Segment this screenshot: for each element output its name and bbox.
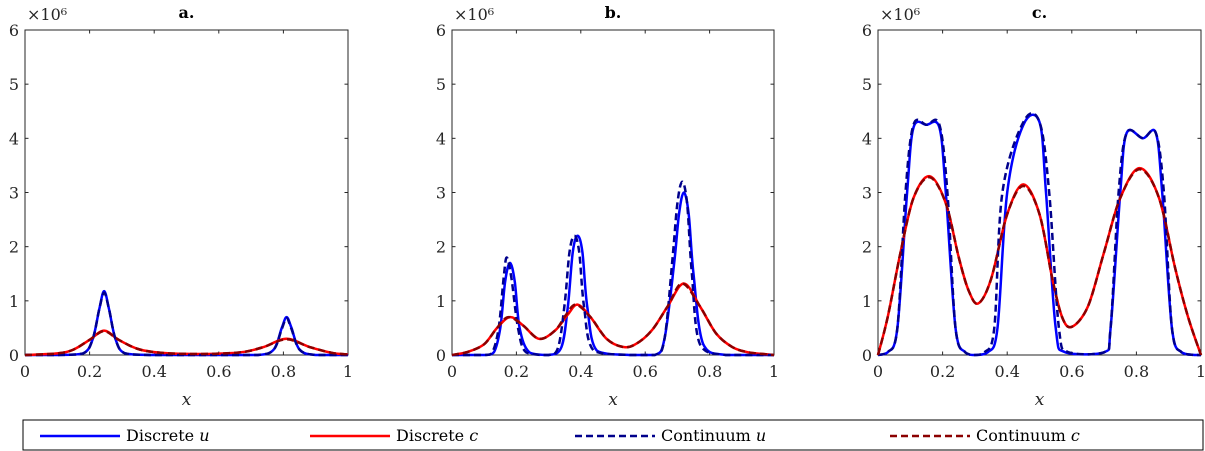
x-tick-label: 0.4 (994, 362, 1019, 381)
x-tick-label: 0 (447, 362, 457, 381)
y-tick-label: 0 (9, 346, 19, 365)
series-line-continuum-c (876, 167, 1203, 356)
legend-item: Continuum u (575, 426, 766, 445)
y-exponent-label: ×10⁶ (27, 5, 67, 24)
y-tick-label: 1 (9, 292, 19, 311)
y-tick-label: 5 (862, 75, 872, 94)
panel-3: 0 0.2 0.4 0.6 0.8 1 0 1 2 3 4 5 6 ×10⁶ c. x (862, 3, 1205, 410)
y-tick-label: 3 (436, 184, 446, 203)
legend-label: Continuum u (661, 426, 766, 445)
series-line-continuum-u (877, 112, 1201, 357)
series-line-continuum-c (451, 282, 775, 357)
x-tick-label: 0.8 (271, 362, 296, 381)
x-tick-label: 0.2 (77, 362, 102, 381)
y-tick-label: 4 (436, 129, 446, 148)
y-tick-label: 3 (9, 184, 19, 203)
x-tick-label: 0.2 (504, 362, 529, 381)
x-tick-label: 0.8 (697, 362, 722, 381)
panel-1: 0 0.2 0.4 0.6 0.8 1 0 1 2 3 4 5 6 ×10⁶ a. x (9, 3, 353, 410)
y-tick-label: 4 (9, 129, 19, 148)
y-tick-label: 0 (862, 346, 872, 365)
legend-label: Discrete c (396, 426, 478, 445)
y-tick-label: 3 (862, 184, 872, 203)
x-axis-label: x (182, 390, 192, 410)
series-line-continuum-c (24, 329, 349, 357)
y-tick-label: 6 (436, 21, 446, 40)
y-tick-label: 1 (862, 292, 872, 311)
legend-item: Continuum c (890, 426, 1080, 445)
legend: Discrete u Discrete c Continuum u Continuum… (22, 419, 1204, 451)
x-tick-label: 0.4 (141, 362, 166, 381)
panel-title: c. (1032, 3, 1047, 22)
x-tick-label: 1 (1196, 362, 1205, 381)
y-tick-label: 2 (436, 238, 446, 257)
panel-title: b. (605, 3, 622, 22)
y-tick-label: 4 (862, 129, 872, 148)
y-exponent-label: ×10⁶ (454, 5, 494, 24)
x-tick-label: 0.6 (1059, 362, 1084, 381)
y-tick-label: 6 (862, 21, 872, 40)
x-tick-label: 0.6 (206, 362, 231, 381)
y-tick-label: 5 (436, 75, 446, 94)
y-tick-label: 6 (9, 21, 19, 40)
legend-label: Continuum c (976, 426, 1080, 445)
y-tick-label: 2 (862, 238, 872, 257)
y-tick-label: 2 (9, 238, 19, 257)
y-tick-label: 5 (9, 75, 19, 94)
panel-title: a. (179, 3, 195, 22)
legend-item: Discrete c (310, 426, 478, 445)
x-tick-label: 0 (873, 362, 883, 381)
x-tick-label: 0.4 (568, 362, 593, 381)
series-line-continuum-u (452, 180, 774, 357)
panel-2: 0 0.2 0.4 0.6 0.8 1 0 1 2 3 4 5 6 ×10⁶ b. x (436, 3, 779, 410)
legend-item: Discrete u (40, 426, 210, 445)
series-line-continuum-u (25, 291, 348, 357)
y-exponent-label: ×10⁶ (880, 5, 920, 24)
x-tick-label: 0.6 (632, 362, 657, 381)
x-axis-label: x (608, 390, 618, 410)
x-tick-label: 1 (769, 362, 779, 381)
x-tick-label: 0 (20, 362, 30, 381)
y-tick-label: 0 (436, 346, 446, 365)
x-tick-label: 0.8 (1124, 362, 1149, 381)
legend-label: Discrete u (126, 426, 210, 445)
y-tick-label: 1 (436, 292, 446, 311)
x-axis-label: x (1035, 390, 1045, 410)
x-tick-label: 0.2 (930, 362, 955, 381)
x-tick-label: 1 (343, 362, 353, 381)
